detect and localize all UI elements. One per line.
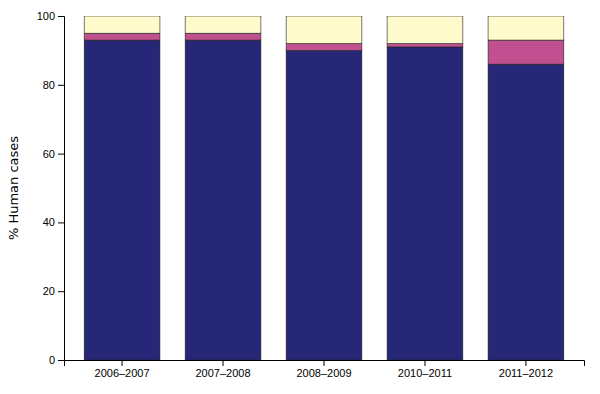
y-axis-title: % Human cases — [6, 136, 21, 240]
tick-label: 2007–2008 — [195, 367, 250, 379]
tick: 100 — [37, 10, 64, 22]
tick-label: 2011–2012 — [499, 367, 553, 379]
tick-label: 20 — [43, 285, 55, 297]
bar — [84, 16, 160, 33]
tick-label: 40 — [43, 216, 55, 228]
tick-mark — [424, 360, 425, 366]
tick-mark — [58, 222, 64, 223]
tick-mark — [324, 360, 325, 366]
series — [84, 40, 564, 360]
tick-label: 80 — [43, 79, 55, 91]
tick: 2007–2008 — [195, 360, 250, 379]
bar — [84, 40, 160, 360]
tick: 2008–2009 — [296, 360, 351, 379]
bars — [84, 16, 564, 360]
tick: 2006–2007 — [95, 360, 150, 379]
tick: 2011–2012 — [499, 360, 553, 379]
tick: 0 — [49, 354, 64, 366]
chart-svg: 0204060801002006–20072007–20082008–20092… — [0, 0, 600, 394]
y-axis: 0 20 40 60 80 100 — [37, 10, 65, 366]
tick-mark — [58, 154, 64, 155]
tick: 20 — [43, 285, 64, 297]
tick-mark — [223, 360, 224, 366]
tick-label: 2008–2009 — [296, 367, 351, 379]
tick-mark — [58, 291, 64, 292]
bar — [387, 47, 463, 360]
plot-area: 0204060801002006–20072007–20082008–20092… — [37, 10, 585, 379]
tick-mark — [525, 360, 526, 366]
bar — [286, 44, 362, 51]
bar — [488, 16, 564, 40]
tick-mark — [58, 85, 64, 86]
tick-label: 60 — [43, 148, 55, 160]
bar — [387, 44, 463, 47]
tick-label: 0 — [49, 354, 55, 366]
tick: 80 — [43, 79, 64, 91]
bar — [286, 50, 362, 360]
bar — [185, 33, 261, 40]
tick-mark — [58, 16, 64, 17]
tick-label: 2006–2007 — [95, 367, 150, 379]
tick: 2010–2011 — [398, 360, 452, 379]
chart-container: 0204060801002006–20072007–20082008–20092… — [0, 0, 600, 394]
tick-mark — [122, 360, 123, 366]
bar — [185, 40, 261, 360]
x-axis: 2006–2007 2007–2008 2008–2009 2010–2011 2011… — [65, 360, 585, 379]
bar — [185, 16, 261, 33]
axis-line — [65, 361, 585, 367]
tick-label: 2010–2011 — [398, 367, 452, 379]
bar — [488, 64, 564, 360]
tick: 40 — [43, 216, 64, 228]
tick: 60 — [43, 148, 64, 160]
series — [84, 16, 564, 44]
bar — [84, 33, 160, 40]
bar — [286, 16, 362, 44]
tick-label: 100 — [37, 10, 55, 22]
axis-line — [58, 17, 65, 361]
tick-mark — [58, 360, 64, 361]
bar — [488, 40, 564, 64]
bar — [387, 16, 463, 44]
